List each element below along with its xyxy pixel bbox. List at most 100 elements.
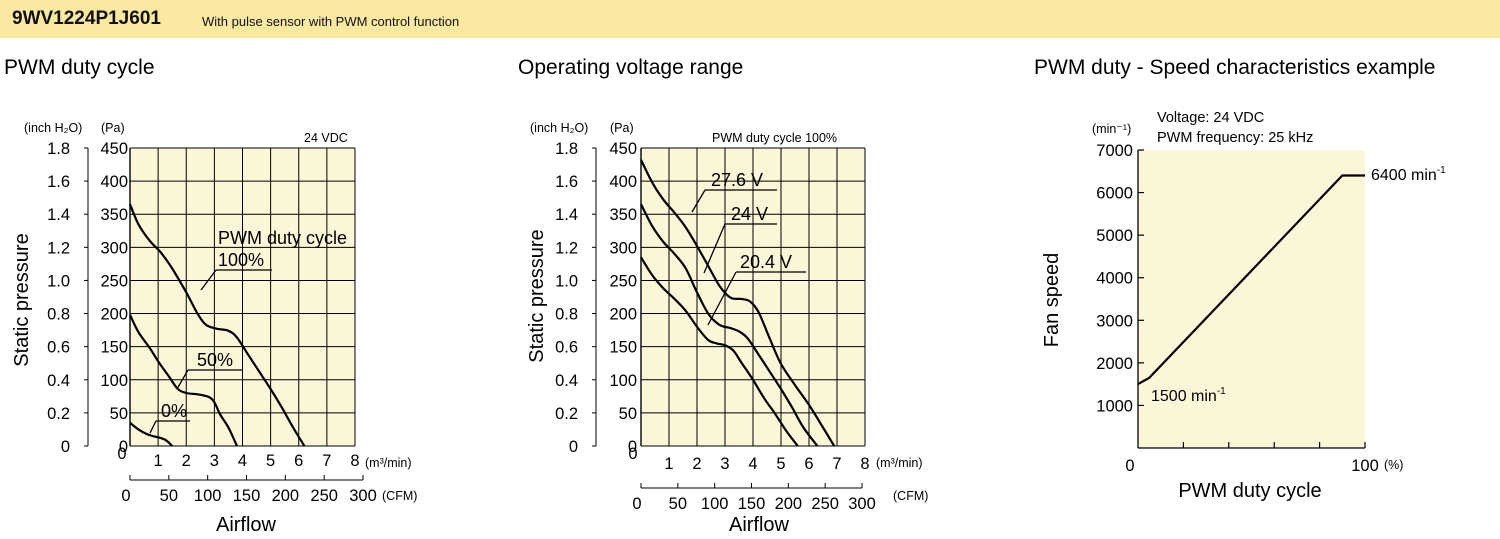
chart3-condition-frequency: PWM frequency: 25 kHz (1157, 130, 1313, 146)
x-tick-label: 8 (350, 452, 359, 470)
y-tick-label: 7000 (1096, 142, 1133, 160)
y-tick-label: 250 (609, 272, 637, 290)
chart1-annotation-100: 100% (218, 250, 264, 270)
x-tick-label: 7 (832, 455, 841, 473)
y-inch-tick-label: 0.2 (47, 405, 70, 423)
chart2-annotation-27-6v: 27.6 V (711, 170, 763, 190)
x-tick-label: 4 (238, 452, 247, 470)
x-cfm-tick-label: 50 (160, 487, 178, 505)
y-tick-label: 3000 (1096, 312, 1133, 330)
x-cfm-tick-label: 150 (233, 487, 261, 505)
chart2-series (640, 159, 836, 447)
y-inch-tick-label: 0 (61, 438, 70, 456)
y-inch-tick-label: 0.4 (47, 372, 70, 390)
chart2-grid (592, 147, 866, 489)
chart1-x-unit: (m³/min) (365, 456, 412, 470)
chart2-annotation-20-4v: 20.4 V (740, 252, 792, 272)
y-inch-tick-label: 0 (569, 438, 578, 456)
chart2-x-unit: (m³/min) (876, 456, 923, 470)
y-inch-tick-label: 1.0 (555, 272, 578, 290)
series-line-100- (128, 203, 306, 447)
y-inch-tick-label: 0.6 (47, 339, 70, 357)
header-bar: 9WV1224P1J601 With pulse sensor with PWM… (0, 0, 1500, 38)
chart1-grid (84, 147, 364, 481)
x-tick-label: 6 (804, 455, 813, 473)
y-tick-label: 200 (609, 306, 637, 324)
y-tick-label: 400 (609, 173, 637, 191)
chart1-title: PWM duty cycle (4, 56, 155, 79)
y-inch-tick-label: 1.0 (47, 272, 70, 290)
x-cfm-tick-label: 0 (121, 487, 130, 505)
x-cfm-tick-label: 100 (701, 495, 729, 513)
y-inch-tick-label: 1.2 (555, 239, 578, 257)
chart1-annotation-0-leader (149, 420, 157, 434)
y-tick-label: 200 (100, 306, 128, 324)
chart-operating-voltage-range: Operating voltage range 0501001502002503… (518, 56, 928, 536)
y-tick-label: 6000 (1096, 185, 1133, 203)
y-inch-tick-label: 1.4 (47, 206, 70, 224)
y-tick-label: 150 (609, 339, 637, 357)
y-tick-label: 300 (100, 239, 128, 257)
y-tick-label: 150 (100, 339, 128, 357)
y-tick-label: 400 (100, 173, 128, 191)
x-tick-label: 1 (154, 452, 163, 470)
chart2-y-unit-inch: (inch H₂O) (530, 121, 588, 135)
chart3-annotation-max-text: 6400 min (1371, 167, 1437, 184)
y-tick-label: 450 (100, 140, 128, 158)
model-description: With pulse sensor with PWM control funct… (202, 14, 460, 29)
x-tick-label: 0 (117, 445, 126, 463)
chart1-annotation-50: 50% (197, 350, 233, 370)
y-inch-tick-label: 1.6 (47, 173, 70, 191)
chart2-xlabel: Airflow (729, 514, 790, 536)
y-inch-tick-label: 1.4 (555, 206, 578, 224)
chart3-annotation-min-sup: -1 (1217, 386, 1226, 397)
chart3-annotation-min-text: 1500 min (1151, 388, 1217, 405)
chart3-title: PWM duty - Speed characteristics example (1034, 56, 1435, 79)
series-line-20-4-v (640, 256, 799, 447)
x-tick-label: 5 (266, 452, 275, 470)
y-tick-label: 250 (100, 272, 128, 290)
model-number: 9WV1224P1J601 (12, 8, 161, 29)
x-tick-label: 3 (720, 455, 729, 473)
x-tick-label: 6 (294, 452, 303, 470)
x-tick-label: 0 (1125, 457, 1134, 475)
x-cfm-tick-label: 200 (272, 487, 300, 505)
y-tick-label: 50 (110, 405, 128, 423)
y-inch-tick-label: 1.8 (47, 140, 70, 158)
x-cfm-tick-label: 0 (632, 495, 641, 513)
x-tick-label: 1 (664, 455, 673, 473)
chart1-y-unit-pa: (Pa) (101, 121, 125, 135)
series-line-0- (129, 421, 173, 447)
chart3-xlabel: PWM duty cycle (1178, 480, 1321, 502)
series-line-50- (129, 314, 238, 447)
chart1-xlabel: Airflow (216, 514, 277, 536)
chart2-annotation-24v: 24 V (731, 204, 768, 224)
x-cfm-tick-label: 250 (811, 495, 839, 513)
x-tick-label: 0 (628, 445, 637, 463)
y-tick-label: 0 (119, 438, 128, 456)
y-tick-label: 350 (609, 206, 637, 224)
x-cfm-tick-label: 300 (848, 495, 876, 513)
x-tick-label: 2 (692, 455, 701, 473)
chart1-annotation-50-leader (176, 369, 189, 390)
chart2-x2-unit: (CFM) (893, 489, 928, 503)
chart3-series (1137, 149, 1366, 449)
x-cfm-tick-label: 300 (349, 487, 377, 505)
chart2-annotation-24v-leader (703, 223, 726, 274)
y-tick-label: 4000 (1096, 270, 1133, 288)
chart1-annotation-100-leader (200, 269, 217, 291)
y-inch-tick-label: 0.4 (555, 372, 578, 390)
y-tick-label: 100 (609, 372, 637, 390)
chart1-y-unit-inch: (inch H₂O) (24, 121, 82, 135)
x-cfm-tick-label: 150 (738, 495, 766, 513)
x-cfm-tick-label: 200 (775, 495, 803, 513)
chart3-x-unit: (%) (1384, 458, 1403, 472)
y-tick-label: 350 (100, 206, 128, 224)
y-inch-tick-label: 0.2 (555, 405, 578, 423)
x-tick-label: 8 (860, 455, 869, 473)
y-tick-label: 1000 (1096, 397, 1133, 415)
y-inch-tick-label: 1.6 (555, 173, 578, 191)
chart2-annotation-27-6v-leader (691, 189, 706, 213)
chart2-condition: PWM duty cycle 100% (712, 131, 837, 145)
chart2-y-unit-pa: (Pa) (610, 121, 634, 135)
